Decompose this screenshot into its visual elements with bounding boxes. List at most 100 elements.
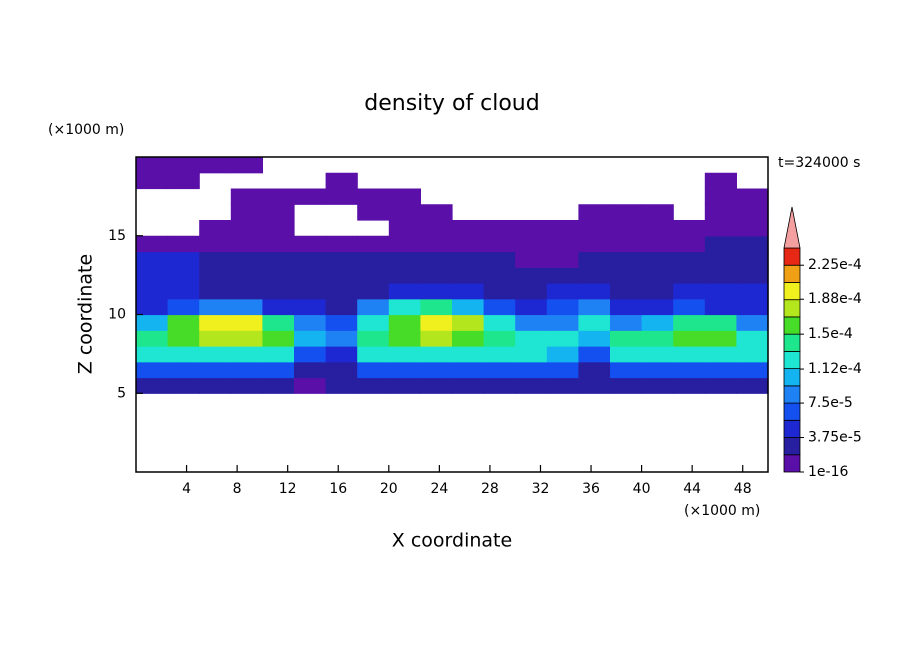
contour-cell [420, 251, 453, 268]
contour-cell [641, 330, 674, 347]
contour-cell [325, 188, 358, 205]
contour-cell [704, 346, 737, 363]
contour-cell [736, 314, 769, 331]
contour-cell [167, 346, 200, 363]
contour-cell [357, 235, 390, 253]
contour-cell [294, 298, 327, 316]
contour-cell [610, 346, 643, 363]
contour-cell [578, 267, 611, 284]
contour-cell [199, 377, 232, 394]
contour-cell [578, 235, 611, 253]
contour-cell [452, 235, 485, 253]
contour-cell [546, 267, 579, 284]
contour-cell [578, 204, 611, 221]
x-unit: (×1000 m) [684, 503, 760, 519]
colorbar-label: 1.12e-4 [808, 361, 862, 377]
x-tick-label: 20 [380, 481, 398, 497]
contour-cell [546, 314, 579, 331]
contour-cell [230, 251, 263, 268]
contour-cell [610, 330, 643, 347]
colorbar-label: 1e-16 [808, 464, 848, 480]
contour-cell [736, 346, 769, 363]
colorbar-band [783, 282, 801, 301]
chart-title: density of cloud [364, 91, 539, 116]
contour-cell [483, 346, 516, 363]
contour-cell [736, 204, 769, 221]
contour-cell [262, 283, 295, 300]
contour-cell [388, 188, 421, 205]
contour-cell [515, 314, 548, 331]
contour-cell [167, 314, 200, 331]
contour-field [136, 157, 769, 394]
contour-cell [357, 251, 390, 268]
contour-cell [325, 314, 358, 331]
contour-cell [673, 330, 706, 347]
contour-cell [136, 251, 169, 268]
contour-cell [357, 346, 390, 363]
contour-cell [230, 361, 263, 379]
colorbar-band [783, 385, 801, 404]
x-tick-label: 44 [683, 481, 701, 497]
contour-cell [388, 235, 421, 253]
contour-cell [704, 251, 737, 268]
contour-cell [262, 188, 295, 205]
contour-cell [136, 377, 169, 394]
contour-cell [704, 314, 737, 331]
contour-cell [546, 220, 579, 237]
contour-cell [515, 377, 548, 394]
contour-cell [230, 220, 263, 237]
contour-cell [610, 267, 643, 284]
contour-cell [515, 283, 548, 300]
contour-cell [578, 298, 611, 316]
contour-cell [325, 251, 358, 268]
contour-cell [483, 267, 516, 284]
contour-cell [136, 157, 169, 174]
contour-cell [704, 267, 737, 284]
contour-cell [420, 298, 453, 316]
contour-cell [641, 298, 674, 316]
contour-cell [610, 377, 643, 394]
contour-cell [736, 251, 769, 268]
contour-cell [420, 361, 453, 379]
contour-cell [578, 314, 611, 331]
contour-cell [452, 314, 485, 331]
contour-cell [420, 283, 453, 300]
contour-cell [262, 235, 295, 253]
contour-cell [452, 361, 485, 379]
contour-cell [483, 298, 516, 316]
contour-cell [199, 346, 232, 363]
colorbar-band [783, 247, 801, 266]
contour-cell [673, 267, 706, 284]
contour-cell [167, 172, 200, 190]
contour-cell [230, 346, 263, 363]
contour-cell [641, 267, 674, 284]
contour-cell [262, 377, 295, 394]
contour-cell [388, 330, 421, 347]
contour-cell [325, 172, 358, 190]
colorbar-label: 1.88e-4 [808, 291, 862, 307]
contour-cell [357, 377, 390, 394]
contour-cell [262, 330, 295, 347]
contour-cell [420, 267, 453, 284]
contour-cell [515, 235, 548, 253]
contour-cell [673, 283, 706, 300]
y-tick-label: 10 [108, 307, 126, 323]
contour-cell [483, 361, 516, 379]
contour-cell [199, 267, 232, 284]
contour-cell [483, 251, 516, 268]
contour-cell [167, 235, 200, 253]
contour-cell [294, 235, 327, 253]
contour-cell [262, 251, 295, 268]
contour-cell [704, 283, 737, 300]
contour-cell [230, 314, 263, 331]
x-tick-label: 8 [233, 481, 242, 497]
contour-cell [704, 172, 737, 190]
contour-cell [578, 330, 611, 347]
contour-cell [388, 283, 421, 300]
contour-cell [167, 361, 200, 379]
contour-cell [578, 251, 611, 268]
contour-cell [610, 235, 643, 253]
contour-cell [420, 314, 453, 331]
contour-cell [610, 298, 643, 316]
